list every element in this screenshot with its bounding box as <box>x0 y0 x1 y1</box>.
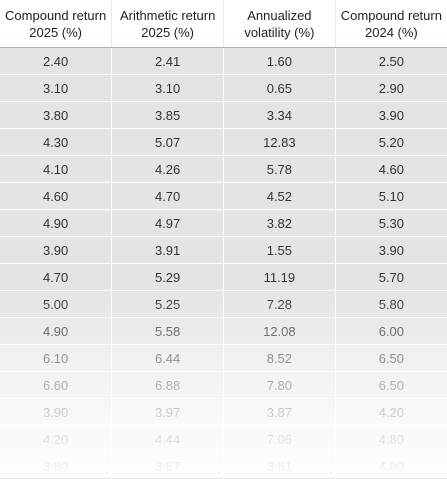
table-cell: 3.91 <box>112 237 224 264</box>
table-cell: 1.55 <box>224 237 336 264</box>
table-cell: 8.52 <box>224 345 336 372</box>
table-cell: 5.20 <box>335 129 447 156</box>
table-cell: 6.88 <box>112 372 224 399</box>
table-cell: 5.80 <box>335 291 447 318</box>
column-header: Compound return 2024 (%) <box>335 0 447 48</box>
table-cell: 4.20 <box>335 399 447 426</box>
table-cell: 7.28 <box>224 291 336 318</box>
table-cell: 3.10 <box>0 75 112 102</box>
table-cell: 3.81 <box>224 453 336 479</box>
table-cell: 3.87 <box>224 399 336 426</box>
table-cell: 11.19 <box>224 264 336 291</box>
table-cell: 7.80 <box>224 372 336 399</box>
table-cell: 4.26 <box>112 156 224 183</box>
table-cell: 3.85 <box>112 102 224 129</box>
table-cell: 4.52 <box>224 183 336 210</box>
table-cell: 5.58 <box>112 318 224 345</box>
table-cell: 3.90 <box>335 237 447 264</box>
table-cell: 2.40 <box>0 48 112 75</box>
table-cell: 6.10 <box>0 345 112 372</box>
table-cell: 4.97 <box>112 210 224 237</box>
table-cell: 2.41 <box>112 48 224 75</box>
table-cell: 4.10 <box>0 156 112 183</box>
table-cell: 6.44 <box>112 345 224 372</box>
table-cell: 3.80 <box>0 102 112 129</box>
table-cell: 4.00 <box>335 453 447 479</box>
table-cell: 5.10 <box>335 183 447 210</box>
column-header: Compound return 2025 (%) <box>0 0 112 48</box>
table-cell: 3.87 <box>112 453 224 479</box>
table-cell: 5.78 <box>224 156 336 183</box>
table-cell: 0.65 <box>224 75 336 102</box>
table-cell: 4.70 <box>0 264 112 291</box>
table-cell: 4.44 <box>112 426 224 453</box>
table-cell: 5.70 <box>335 264 447 291</box>
table-cell: 4.60 <box>335 156 447 183</box>
table-cell: 4.60 <box>0 183 112 210</box>
table-cell: 6.50 <box>335 345 447 372</box>
table-cell: 1.60 <box>224 48 336 75</box>
table-cell: 3.34 <box>224 102 336 129</box>
table-cell: 5.30 <box>335 210 447 237</box>
table-cell: 4.70 <box>112 183 224 210</box>
table-cell: 3.82 <box>224 210 336 237</box>
table-cell: 6.60 <box>0 372 112 399</box>
table-cell: 4.80 <box>335 426 447 453</box>
table-cell: 2.90 <box>335 75 447 102</box>
table-cell: 4.30 <box>0 129 112 156</box>
table-cell: 12.83 <box>224 129 336 156</box>
table-cell: 3.97 <box>112 399 224 426</box>
table-cell: 2.50 <box>335 48 447 75</box>
column-header: Arithmetic return 2025 (%) <box>112 0 224 48</box>
table-cell: 4.90 <box>0 210 112 237</box>
table-cell: 12.08 <box>224 318 336 345</box>
table-cell: 6.00 <box>335 318 447 345</box>
table-cell: 3.90 <box>0 399 112 426</box>
table-header: Compound return 2025 (%)Arithmetic retur… <box>0 0 447 48</box>
table-cell: 4.90 <box>0 318 112 345</box>
table-cell: 5.07 <box>112 129 224 156</box>
table-cell: 3.10 <box>112 75 224 102</box>
table-cell: 4.20 <box>0 426 112 453</box>
table-cell: 5.29 <box>112 264 224 291</box>
column-header: Annualized volatility (%) <box>224 0 336 48</box>
table-cell: 3.90 <box>0 237 112 264</box>
table-cell: 7.06 <box>224 426 336 453</box>
table-cell: 5.00 <box>0 291 112 318</box>
table-cell: 6.50 <box>335 372 447 399</box>
table-cell: 5.25 <box>112 291 224 318</box>
table-cell: 3.80 <box>0 453 112 479</box>
table-cell: 3.90 <box>335 102 447 129</box>
header-row: Compound return 2025 (%)Arithmetic retur… <box>0 0 447 48</box>
